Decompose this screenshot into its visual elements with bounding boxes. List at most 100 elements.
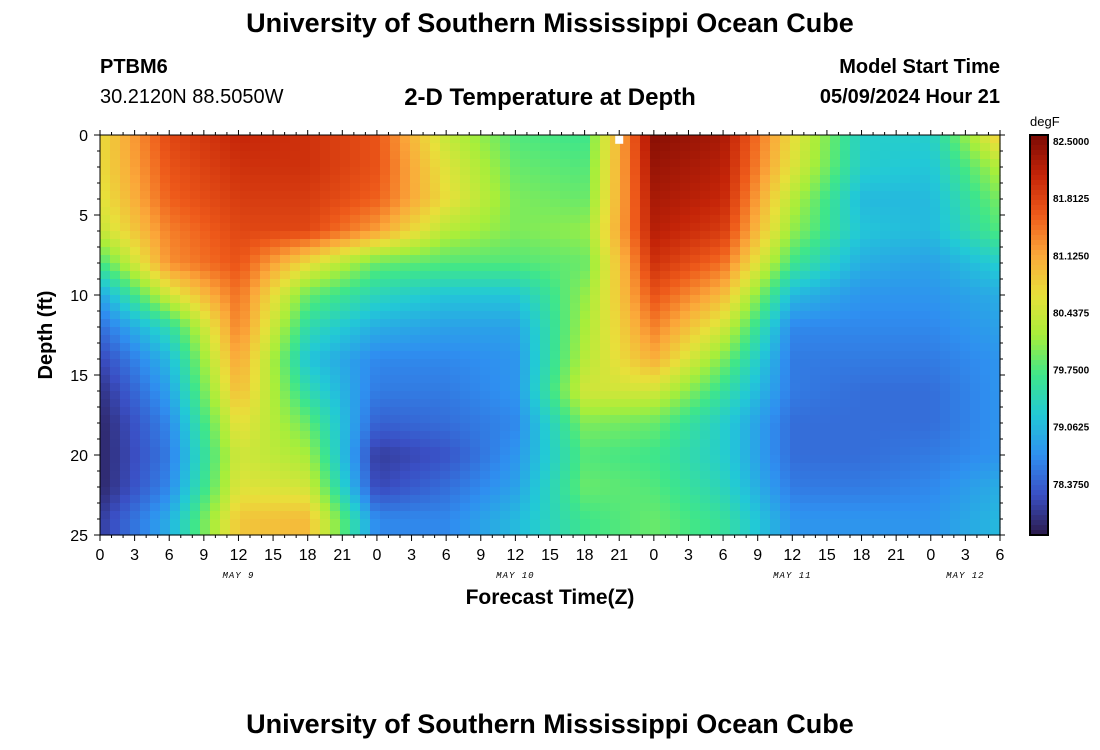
heatmap-cell <box>970 159 981 168</box>
heatmap-cell <box>220 471 231 480</box>
heatmap-cell <box>970 471 981 480</box>
heatmap-cell <box>480 359 491 368</box>
heatmap-cell <box>890 359 901 368</box>
heatmap-cell <box>210 271 221 280</box>
heatmap-cell <box>260 527 271 536</box>
heatmap-cell <box>610 239 621 248</box>
heatmap-cell <box>100 511 111 520</box>
heatmap-cell <box>120 471 131 480</box>
heatmap-cell <box>550 495 561 504</box>
heatmap-cell <box>270 279 281 288</box>
heatmap-cell <box>190 519 201 528</box>
heatmap-cell <box>810 279 821 288</box>
heatmap-cell <box>250 343 261 352</box>
colorbar-swatch <box>1030 330 1048 336</box>
heatmap-cell <box>430 407 441 416</box>
heatmap-cell <box>780 167 791 176</box>
heatmap-cell <box>480 327 491 336</box>
colorbar-swatch <box>1030 425 1048 431</box>
heatmap-cell <box>450 167 461 176</box>
heatmap-cell <box>920 143 931 152</box>
heatmap-cell <box>480 399 491 408</box>
heatmap-cell <box>820 135 831 144</box>
heatmap-cell <box>110 423 121 432</box>
heatmap-cell <box>420 527 431 536</box>
heatmap-cell <box>780 391 791 400</box>
heatmap-cell <box>810 391 821 400</box>
heatmap-cell <box>380 399 391 408</box>
heatmap-cell <box>670 319 681 328</box>
heatmap-cell <box>420 255 431 264</box>
heatmap-cell <box>670 247 681 256</box>
heatmap-cell <box>450 135 461 144</box>
heatmap-cell <box>630 367 641 376</box>
heatmap-cell <box>450 319 461 328</box>
heatmap-cell <box>290 255 301 264</box>
heatmap-cell <box>400 159 411 168</box>
heatmap-cell <box>710 463 721 472</box>
heatmap-cell <box>780 343 791 352</box>
heatmap-cell <box>440 407 451 416</box>
heatmap-cell <box>630 311 641 320</box>
heatmap-cell <box>990 471 1001 480</box>
heatmap-cell <box>370 479 381 488</box>
heatmap-cell <box>300 135 311 144</box>
heatmap-cell <box>390 439 401 448</box>
heatmap-cell <box>410 135 421 144</box>
colorbar-swatch <box>1030 270 1048 276</box>
heatmap-cell <box>410 159 421 168</box>
heatmap-cell <box>980 255 991 264</box>
heatmap-cell <box>420 407 431 416</box>
heatmap-cell <box>630 391 641 400</box>
heatmap-cell <box>350 287 361 296</box>
heatmap-cell <box>830 223 841 232</box>
heatmap-cell <box>770 223 781 232</box>
heatmap-cell <box>150 151 161 160</box>
heatmap-cell <box>560 455 571 464</box>
heatmap-cell <box>120 199 131 208</box>
heatmap-cell <box>940 143 951 152</box>
heatmap-cell <box>260 167 271 176</box>
heatmap-cell <box>820 311 831 320</box>
heatmap-cell <box>140 463 151 472</box>
heatmap-cell <box>630 503 641 512</box>
heatmap-cell <box>900 463 911 472</box>
heatmap-cell <box>520 191 531 200</box>
heatmap-cell <box>100 295 111 304</box>
heatmap-cell <box>680 159 691 168</box>
heatmap-cell <box>560 359 571 368</box>
heatmap-cell <box>230 255 241 264</box>
heatmap-cell <box>800 199 811 208</box>
heatmap-cell <box>710 287 721 296</box>
heatmap-cell <box>150 199 161 208</box>
heatmap-cell <box>250 471 261 480</box>
heatmap-cell <box>270 335 281 344</box>
heatmap-cell <box>550 407 561 416</box>
heatmap-cell <box>570 391 581 400</box>
heatmap-cell <box>890 183 901 192</box>
heatmap-cell <box>690 391 701 400</box>
heatmap-cell <box>310 311 321 320</box>
heatmap-cell <box>460 199 471 208</box>
heatmap-cell <box>880 335 891 344</box>
heatmap-cell <box>820 383 831 392</box>
heatmap-cell <box>530 175 541 184</box>
heatmap-cell <box>690 311 701 320</box>
heatmap-cell <box>350 487 361 496</box>
heatmap-cell <box>550 527 561 536</box>
heatmap-cell <box>710 207 721 216</box>
heatmap-cell <box>740 183 751 192</box>
heatmap-cell <box>160 335 171 344</box>
heatmap-cell <box>290 207 301 216</box>
heatmap-cell <box>780 239 791 248</box>
heatmap-cell <box>520 471 531 480</box>
heatmap-cell <box>550 383 561 392</box>
heatmap-cell <box>120 287 131 296</box>
heatmap-cell <box>440 447 451 456</box>
heatmap-cell <box>360 271 371 280</box>
heatmap-cell <box>340 407 351 416</box>
heatmap-cell <box>360 303 371 312</box>
heatmap-cell <box>370 231 381 240</box>
heatmap-cell <box>880 143 891 152</box>
heatmap-cell <box>220 399 231 408</box>
